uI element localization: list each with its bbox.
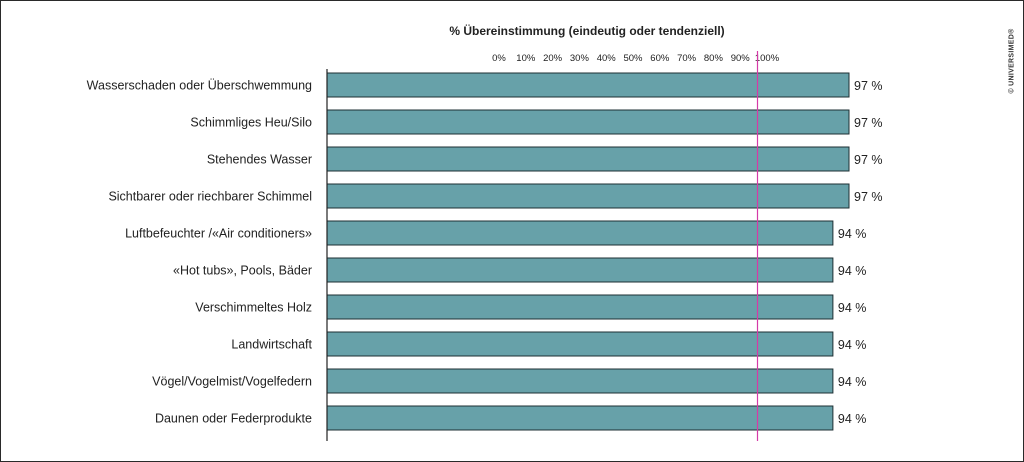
tick-label: 30%: [570, 53, 590, 64]
category-label: Vögel/Vogelmist/Vogelfedern: [152, 375, 312, 389]
bar: [326, 294, 834, 320]
copyright-text: © UNIVERSIMED®: [1008, 28, 1016, 94]
bar: [326, 146, 850, 172]
bar: [326, 183, 850, 209]
value-label: 97 %: [854, 79, 883, 93]
category-label: Stehendes Wasser: [207, 153, 312, 167]
tick-label: 40%: [597, 53, 617, 64]
bar: [326, 331, 834, 357]
bar: [326, 257, 834, 283]
tick-label: 50%: [623, 53, 643, 64]
copyright-notice: © UNIVERSIMED®: [1001, 21, 1023, 101]
value-label: 94 %: [838, 375, 867, 389]
tick-label: 60%: [650, 53, 670, 64]
value-label: 94 %: [838, 301, 867, 315]
value-label: 97 %: [854, 116, 883, 130]
category-label: Wasserschaden oder Überschwemmung: [87, 79, 312, 93]
category-label: Schimmliges Heu/Silo: [190, 116, 312, 130]
tick-label: 80%: [704, 53, 724, 64]
value-label: 94 %: [838, 338, 867, 352]
tick-label: 90%: [731, 53, 751, 64]
category-label: Sichtbarer oder riechbarer Schimmel: [108, 190, 312, 204]
chart-title: % Übereinstimmung (eindeutig oder tenden…: [449, 23, 724, 38]
category-label: Luftbefeuchter /«Air conditioners»: [125, 227, 312, 241]
tick-label: 10%: [516, 53, 536, 64]
tick-label: 20%: [543, 53, 563, 64]
value-label: 94 %: [838, 264, 867, 278]
category-label: Landwirtschaft: [231, 338, 312, 352]
bar: [326, 220, 834, 246]
tick-label: 0%: [492, 53, 506, 64]
bar: [326, 72, 850, 98]
bar: [326, 368, 834, 394]
tick-label: 100%: [755, 53, 780, 64]
category-label: Daunen oder Federprodukte: [155, 412, 312, 426]
category-label: Verschimmeltes Holz: [195, 301, 312, 315]
tick-label: 70%: [677, 53, 697, 64]
value-label: 94 %: [838, 412, 867, 426]
value-label: 94 %: [838, 227, 867, 241]
bar: [326, 109, 850, 135]
value-label: 97 %: [854, 190, 883, 204]
value-label: 97 %: [854, 153, 883, 167]
category-label: «Hot tubs», Pools, Bäder: [173, 264, 312, 278]
